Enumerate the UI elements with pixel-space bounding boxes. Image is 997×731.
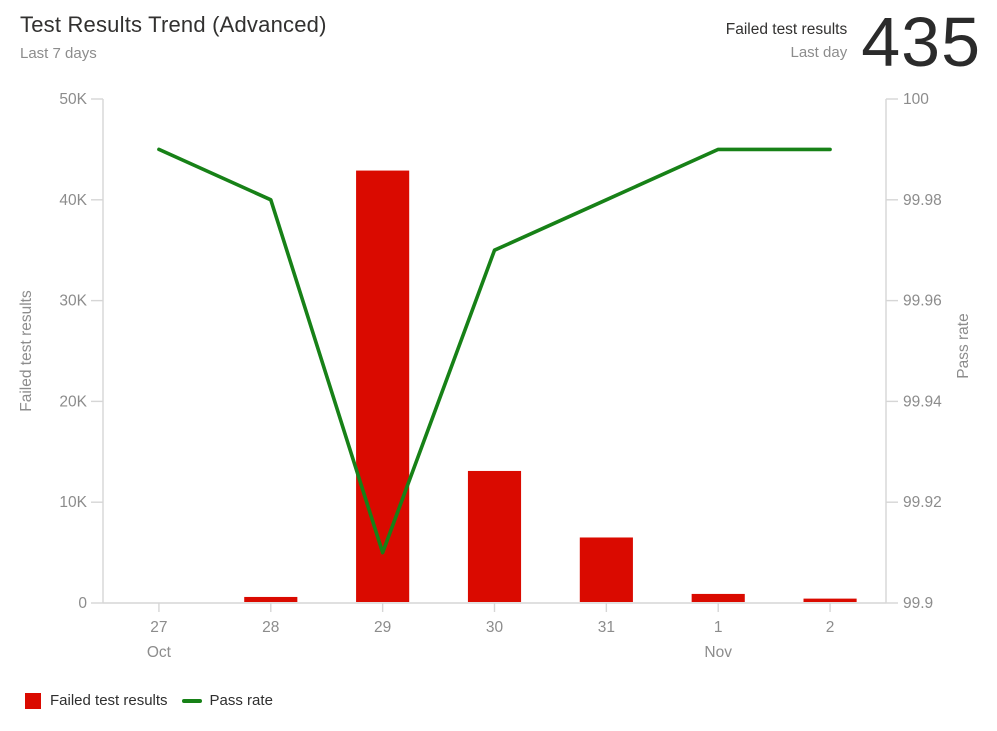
right-axis-tick-label: 99.92 — [903, 494, 942, 511]
widget-header: Test Results Trend (Advanced) Last 7 day… — [20, 12, 327, 62]
failed-test-results-bar[interactable] — [467, 470, 522, 602]
legend-bar-swatch-icon — [25, 692, 41, 709]
left-axis-tick-label: 20K — [59, 393, 87, 410]
right-axis-tick-label: 99.9 — [903, 595, 933, 612]
right-axis-title: Pass rate — [955, 313, 972, 378]
left-axis-tick-label: 40K — [59, 192, 87, 209]
kpi-value: 435 — [861, 3, 981, 81]
legend-label: Pass rate — [209, 692, 273, 709]
failed-test-results-bar[interactable] — [579, 537, 633, 602]
right-axis-tick-label: 99.94 — [903, 393, 942, 410]
left-axis-title: Failed test results — [18, 290, 35, 412]
month-label: Oct — [147, 644, 172, 661]
right-axis-tick-label: 99.98 — [903, 192, 942, 209]
widget-subtitle: Last 7 days — [20, 45, 97, 62]
pass-rate-line[interactable] — [157, 147, 832, 555]
failed-test-results-bar[interactable] — [244, 596, 298, 602]
x-axis-label: 30 — [486, 619, 504, 636]
widget-title: Test Results Trend (Advanced) — [20, 12, 327, 37]
kpi-block: Failed test results Last day 435 — [726, 3, 981, 81]
right-axis-tick-label: 99.96 — [903, 293, 942, 310]
kpi-label: Failed test results — [725, 21, 848, 38]
legend-item: Pass rate — [181, 692, 273, 709]
left-axis-tick-label: 50K — [59, 91, 87, 108]
chart-legend: Failed test results Pass rate — [25, 692, 273, 709]
legend-line-swatch-icon — [181, 698, 202, 703]
x-axis-label: 2 — [826, 619, 835, 636]
failed-test-results-bar[interactable] — [691, 593, 745, 602]
x-axis-label: 28 — [262, 619, 279, 636]
legend-label: Failed test results — [50, 692, 168, 709]
kpi-sublabel: Last day — [790, 44, 848, 61]
failed-test-results-bar[interactable] — [356, 170, 410, 602]
legend-item: Failed test results — [25, 692, 168, 709]
x-axis-label: 31 — [598, 619, 615, 636]
failed-test-results-bar[interactable] — [803, 598, 857, 602]
trend-chart[interactable]: 0 10K 20K 30K 40K 50K 99.9 99.92 99.94 99.96 99.98… — [0, 0, 997, 680]
right-axis-tick-label: 100 — [903, 91, 929, 108]
month-label: Nov — [704, 644, 732, 661]
left-axis-tick-label: 0 — [78, 595, 87, 612]
x-axis-label: 1 — [714, 619, 723, 636]
left-axis-tick-label: 30K — [59, 293, 87, 310]
kpi-labels: Failed test results Last day — [726, 8, 847, 65]
left-axis-tick-label: 10K — [59, 494, 87, 511]
x-axis-label: 27 — [150, 619, 167, 636]
x-axis-label: 29 — [374, 619, 391, 636]
